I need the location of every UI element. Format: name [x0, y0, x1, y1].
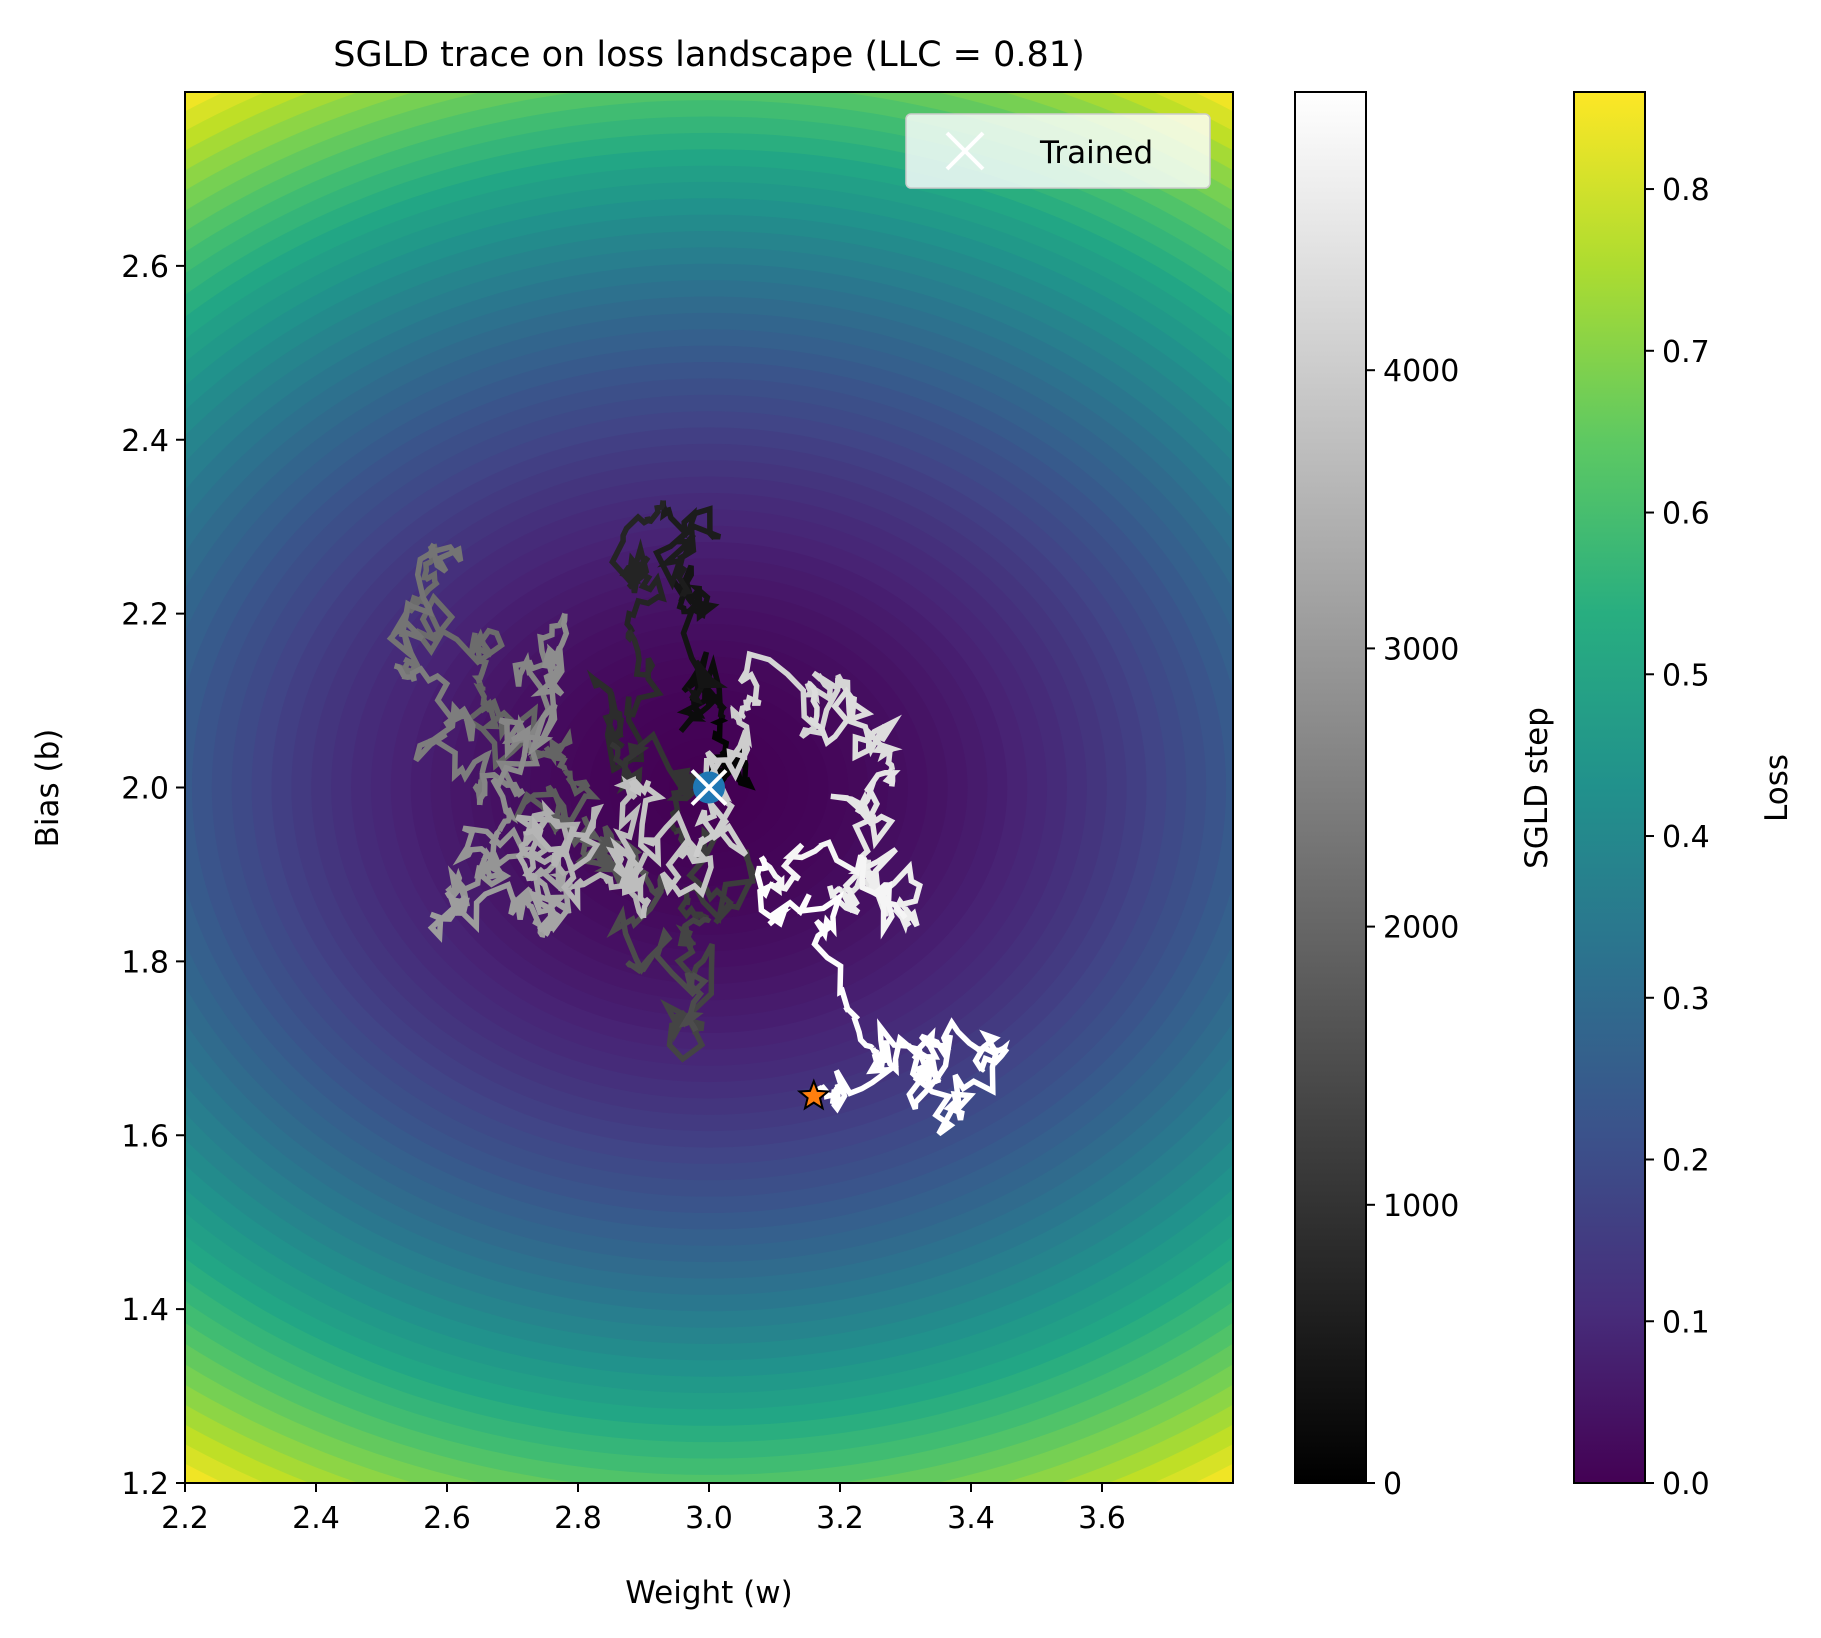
sgld-trace-segment [827, 847, 923, 934]
sgld-trace-segment [445, 825, 530, 908]
sgld-trace-segment [476, 612, 568, 806]
x-tick-label: 3.2 [816, 1501, 864, 1536]
y-tick-label: 1.2 [121, 1467, 169, 1502]
y-tick-label: 2.4 [121, 424, 169, 459]
x-tick-label: 2.2 [161, 1501, 209, 1536]
sgld-trace-segment [693, 704, 753, 858]
sgld-trace-segment [754, 855, 875, 1051]
colorbar-tick-label: 0 [1383, 1467, 1402, 1502]
sgld-trace-segment [758, 839, 908, 940]
plot-area: Trained 2.2 2.4 2.6 2.8 3.0 3.2 3.4 3.6 1.21.41… [30, 91, 1234, 1611]
colorbar-tick-label: 0.5 [1662, 658, 1710, 693]
colorbar-tick-label: 0.3 [1662, 982, 1710, 1017]
colorbar-loss-label: Loss [1759, 754, 1795, 822]
y-tick-label: 1.6 [121, 1119, 169, 1154]
colorbar-loss-gradient [1573, 91, 1646, 1484]
x-axis-label: Weight (w) [625, 1575, 792, 1611]
sgld-trace-segment [515, 799, 581, 882]
sgld-trace-segment [660, 916, 715, 1063]
sgld-trace-segment [609, 730, 702, 834]
sgld-trace-segment [407, 543, 505, 684]
colorbar-tick-label: 0.4 [1662, 820, 1710, 855]
colorbar-sgld-ticks: 0 1000 2000 3000 4000 [1366, 354, 1459, 1502]
colorbar-tick-label: 0.8 [1662, 173, 1710, 208]
sgld-trace-segment [523, 803, 646, 920]
colorbar-tick-label: 3000 [1383, 632, 1459, 667]
colorbar-tick-label: 1000 [1383, 1189, 1459, 1224]
sgld-trace-segment [737, 650, 851, 739]
final-point-marker [796, 1078, 831, 1111]
x-axis-ticks: 2.2 2.4 2.6 2.8 3.0 3.2 3.4 3.6 [161, 1483, 1126, 1536]
colorbar-tick-label: 0.6 [1662, 497, 1710, 532]
colorbar-tick-label: 0.1 [1662, 1305, 1710, 1340]
sgld-trace-segment [528, 853, 576, 937]
x-tick-label: 2.4 [292, 1501, 340, 1536]
colorbar-loss-ticks: 0.0 0.1 0.2 0.3 0.4 0.5 0.6 0.7 0.8 [1645, 173, 1710, 1502]
legend-trained-marker [945, 131, 985, 171]
y-tick-label: 1.8 [121, 945, 169, 980]
sgld-trace-segment [427, 881, 546, 943]
y-tick-label: 2.0 [121, 772, 169, 807]
colorbar-sgld-label: SGLD step [1519, 707, 1555, 869]
sgld-trace-segment [806, 680, 903, 771]
trained-point-marker [690, 769, 728, 806]
chart-title: SGLD trace on loss landscape (LLC = 0.81… [333, 35, 1084, 75]
y-tick-label: 2.6 [121, 250, 169, 285]
y-tick-label: 2.2 [121, 598, 169, 633]
x-tick-label: 2.6 [423, 1501, 471, 1536]
sgld-trace-segment [606, 872, 709, 1033]
x-tick-label: 3.4 [947, 1501, 995, 1536]
colorbar-tick-label: 0.7 [1662, 335, 1710, 370]
colorbar-tick-label: 0.0 [1662, 1467, 1710, 1502]
sgld-trace-segment [652, 500, 722, 598]
legend: Trained [905, 113, 1211, 189]
colorbar-tick-label: 0.2 [1662, 1144, 1710, 1179]
colorbar-sgld-gradient [1294, 91, 1367, 1484]
sgld-trace-segment [490, 613, 570, 833]
colorbar-tick-label: 2000 [1383, 911, 1459, 946]
y-axis-label: Bias (b) [30, 729, 66, 848]
x-tick-label: 2.8 [554, 1501, 602, 1536]
colorbar-tick-label: 4000 [1383, 354, 1459, 389]
y-axis-ticks: 1.2 1.4 1.6 1.8 2.0 2.2 2.4 2.6 [121, 250, 185, 1502]
x-tick-label: 3.0 [685, 1501, 733, 1536]
legend-trained-label: Trained [1039, 135, 1153, 171]
sgld-trace [386, 500, 1010, 1137]
sgld-trace-segment [628, 778, 714, 899]
sgld-trace-segment [586, 628, 664, 774]
sgld-trace-segment [609, 500, 667, 634]
sgld-trace-segment [676, 651, 727, 733]
points [690, 769, 831, 1111]
y-tick-label: 1.4 [121, 1293, 169, 1328]
sgld-trace-segment [811, 1017, 1005, 1114]
colorbar-sgld-step: 0 1000 2000 3000 4000 SGLD step [1294, 91, 1555, 1502]
sgld-trace-segment [909, 1029, 1010, 1137]
sgld-trace-segment [670, 564, 728, 705]
colorbar-loss: 0.0 0.1 0.2 0.3 0.4 0.5 0.6 0.7 0.8 Loss [1573, 91, 1795, 1502]
x-tick-label: 3.6 [1078, 1501, 1126, 1536]
